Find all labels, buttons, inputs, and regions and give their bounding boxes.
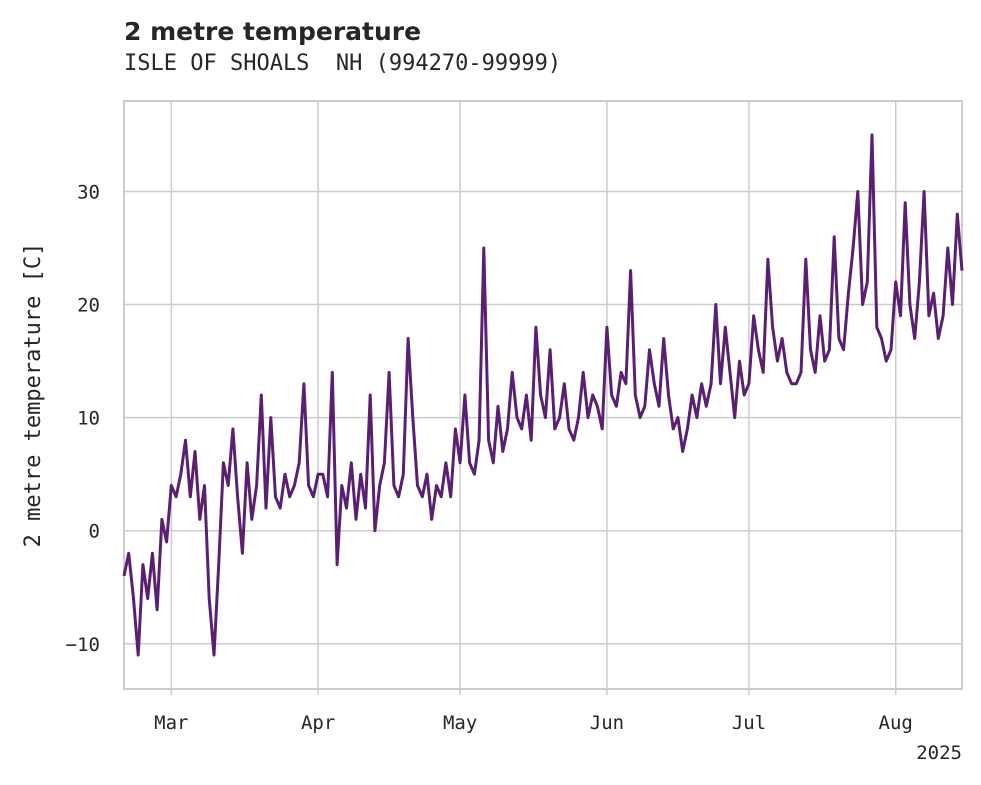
year-label: 2025 xyxy=(916,742,962,764)
x-tick-labels: Mar Apr May Jun Jul Aug xyxy=(154,712,913,734)
x-tick-label: May xyxy=(443,712,477,734)
plot-frame xyxy=(123,100,963,690)
y-tick-labels: −10 0 10 20 30 xyxy=(66,181,100,655)
y-tick-label: 30 xyxy=(77,181,100,203)
y-tick-label: 10 xyxy=(77,408,100,430)
chart-subtitle: ISLE OF SHOALS NH (994270-99999) xyxy=(124,51,562,76)
grid-lines xyxy=(124,101,962,695)
y-tick-label: −10 xyxy=(66,634,100,656)
y-tick-label: 20 xyxy=(77,295,100,317)
x-tick-label: Aug xyxy=(879,712,913,734)
chart-title: 2 metre temperature xyxy=(124,17,422,46)
series-layer xyxy=(122,133,964,657)
x-tick-label: Mar xyxy=(154,712,188,734)
x-tick-label: Jun xyxy=(590,712,624,734)
x-tick-label: Jul xyxy=(732,712,766,734)
temperature-series-line xyxy=(122,133,964,657)
y-tick-label: 0 xyxy=(89,521,100,543)
y-axis-label: 2 metre temperature [C] xyxy=(21,243,46,548)
x-tick-label: Apr xyxy=(301,712,335,734)
